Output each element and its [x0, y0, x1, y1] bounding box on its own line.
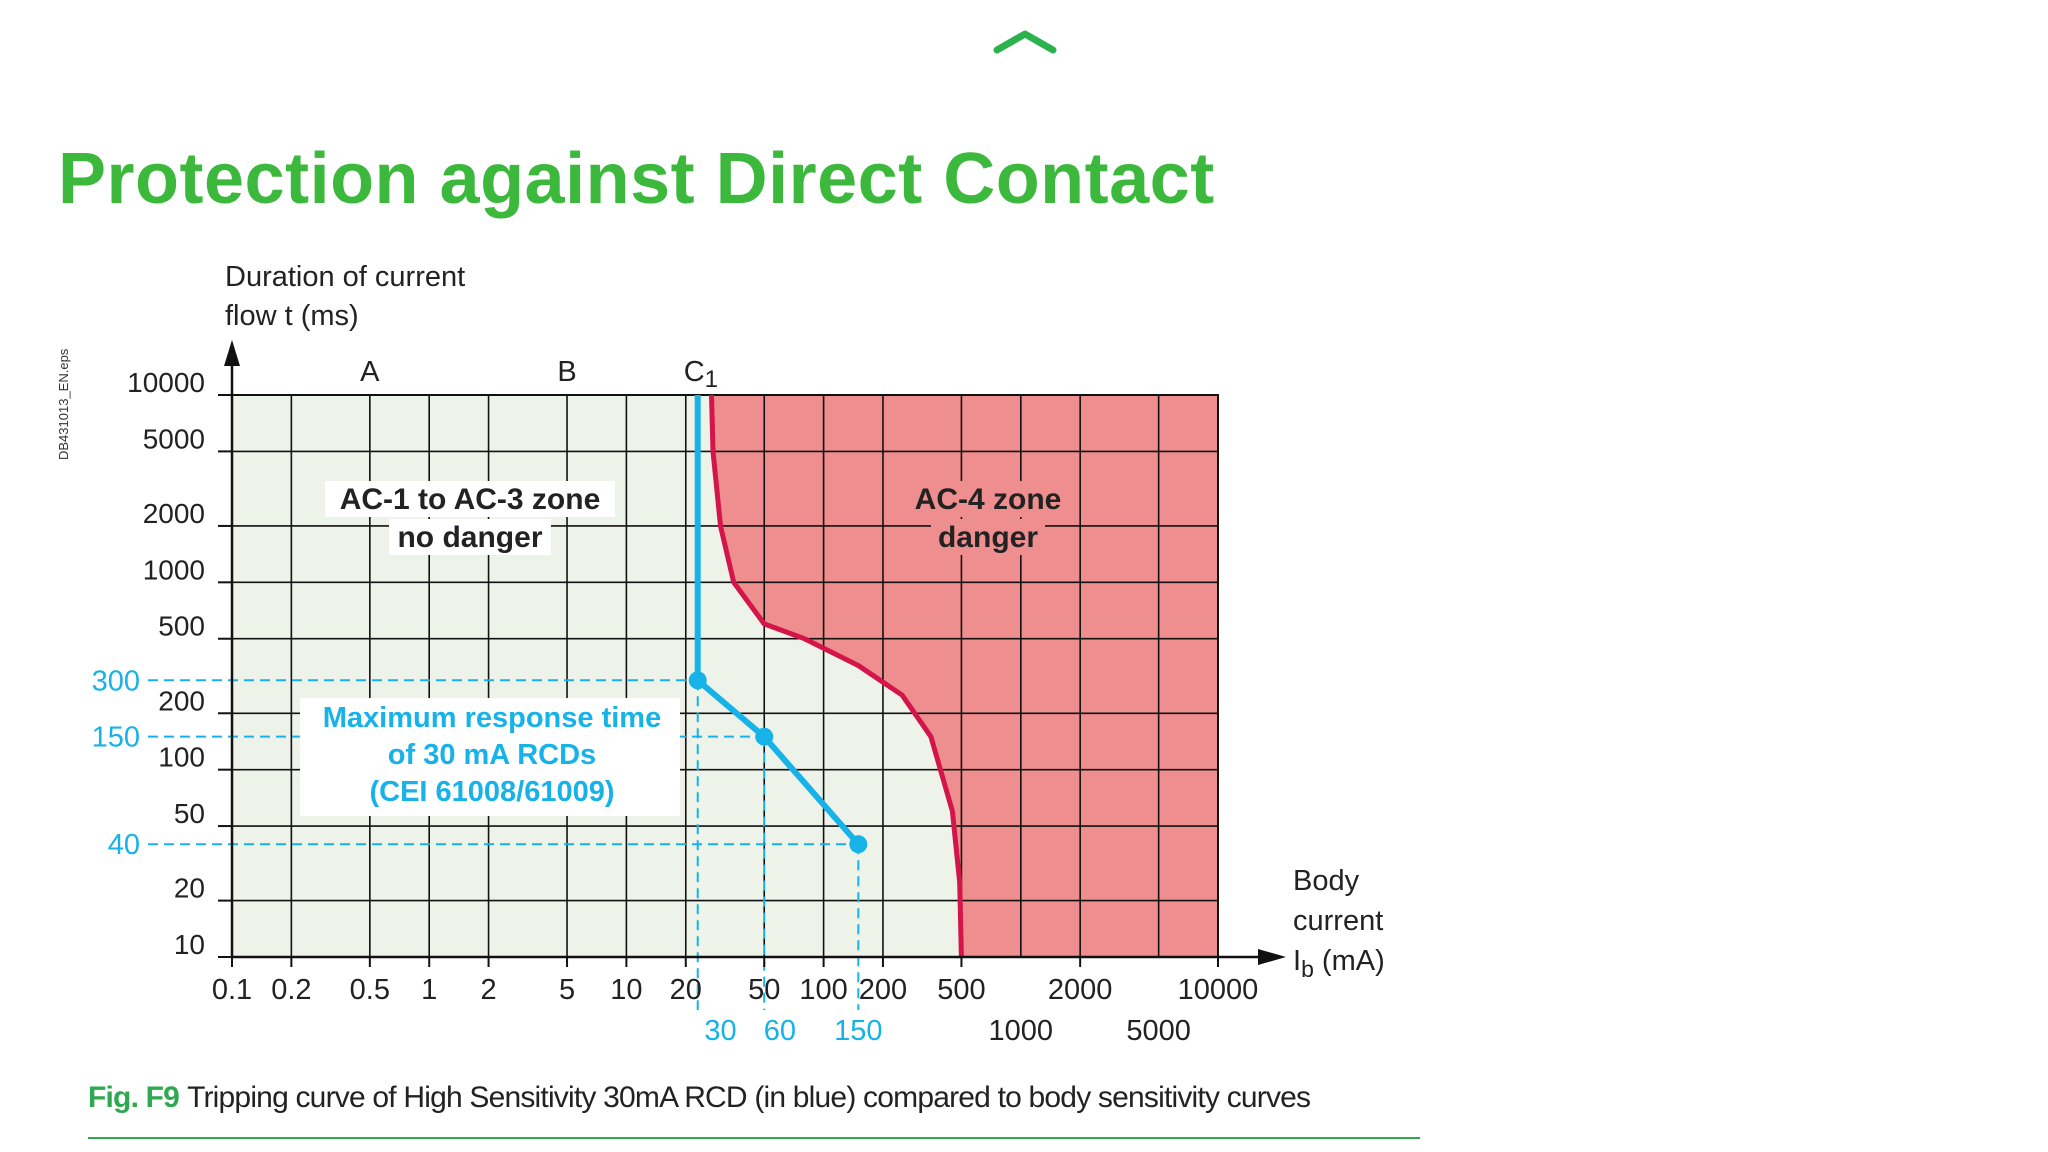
danger-zone-label: AC-4 zone danger: [907, 481, 1069, 555]
rcd-point: [755, 727, 774, 746]
x-axis-arrow: [1258, 949, 1286, 965]
x-tick-label: 20: [670, 974, 702, 1006]
body-sensitivity-curve: [709, 394, 964, 958]
y-tick-label: 100: [158, 742, 205, 773]
y-tick-label-rcd: 300: [92, 665, 140, 697]
x-tick-label: 0.2: [271, 974, 311, 1006]
y-tick-label: 1000: [143, 554, 205, 585]
y-tick-label: 10: [174, 929, 205, 960]
page-title: Protection against Direct Contact: [58, 139, 1215, 219]
x-tick-label-bottom: 1000: [989, 1015, 1054, 1047]
rcd-annotation: Maximum response time of 30 mA RCDs (CEI 6…: [300, 698, 680, 816]
x-tick-label: 2000: [1048, 974, 1113, 1006]
figure-label: Fig. F9: [88, 1081, 180, 1114]
y-tick-label: 50: [174, 798, 205, 829]
danger-zone-label-line: AC-4 zone: [915, 483, 1062, 516]
x-axis-title-line-3: Ib (mA): [1293, 945, 1385, 982]
x-tick-label: 50: [748, 974, 780, 1006]
rcd-annotation-line: of 30 mA RCDs: [388, 739, 596, 771]
y-tick-label: 20: [174, 873, 205, 904]
y-tick-label-rcd: 40: [108, 829, 140, 861]
x-tick-label: 100: [799, 974, 847, 1006]
danger-zone-fill: [711, 395, 1218, 957]
caption-rule: [88, 1137, 1420, 1139]
safe-zone-label-line: no danger: [397, 521, 542, 554]
x-tick-label: 1: [421, 974, 437, 1006]
x-tick-label: 0.1: [212, 974, 252, 1006]
x-tick-label-rcd: 60: [764, 1015, 796, 1047]
figure-caption: Fig. F9 Tripping curve of High Sensitivit…: [88, 1081, 1311, 1115]
x-axis-title-line-2: current: [1293, 905, 1383, 937]
rcd-annotation-bg: [300, 698, 680, 816]
y-tick-label: 500: [158, 611, 205, 642]
x-tick-label: 5: [559, 974, 575, 1006]
rcd-annotation-line: Maximum response time: [323, 702, 661, 734]
scroll-up-button[interactable]: [990, 22, 1060, 62]
y-tick-label: 10000: [127, 367, 205, 398]
x-tick-label-rcd: 30: [704, 1015, 736, 1047]
figure-caption-text: Tripping curve of High Sensitivity 30mA …: [187, 1081, 1311, 1114]
zone-marker-label: C1: [684, 356, 718, 393]
rcd-point: [688, 671, 707, 690]
y-axis-title-line-2: flow t (ms): [225, 300, 359, 332]
zone-marker-label: B: [557, 356, 576, 388]
x-tick-label: 2: [480, 974, 496, 1006]
danger-zone-label-line: danger: [938, 521, 1038, 554]
chevron-up-icon: [993, 30, 1057, 54]
zone-marker-label: A: [360, 356, 380, 388]
x-tick-label: 0.5: [350, 974, 390, 1006]
x-tick-label: 200: [859, 974, 907, 1006]
y-axis-arrow: [224, 340, 240, 366]
rcd-point: [849, 835, 868, 854]
y-tick-label: 5000: [143, 423, 205, 454]
danger-zone-label-bg: [907, 481, 1069, 517]
danger-zone-label-bg: [931, 519, 1045, 555]
rcd-annotation-line: (CEI 61008/61009): [369, 776, 614, 808]
x-tick-label-bottom: 5000: [1126, 1015, 1191, 1047]
y-tick-label: 2000: [143, 498, 205, 529]
y-tick-label: 200: [158, 685, 205, 716]
y-tick-label-rcd: 150: [92, 722, 140, 754]
x-tick-label: 10000: [1178, 974, 1259, 1006]
safe-zone-label-bg: [325, 481, 615, 517]
safe-zone-label: AC-1 to AC-3 zone no danger: [325, 481, 615, 555]
y-axis-title-line-1: Duration of current: [225, 261, 465, 293]
safe-zone-label-line: AC-1 to AC-3 zone: [340, 483, 601, 516]
x-tick-label: 10: [610, 974, 642, 1006]
x-tick-label: 500: [937, 974, 985, 1006]
x-tick-label-rcd: 150: [834, 1015, 882, 1047]
rcd-tripping-curve: [694, 395, 861, 847]
safe-zone-label-bg: [389, 519, 551, 555]
x-axis-title-line-1: Body: [1293, 865, 1360, 897]
